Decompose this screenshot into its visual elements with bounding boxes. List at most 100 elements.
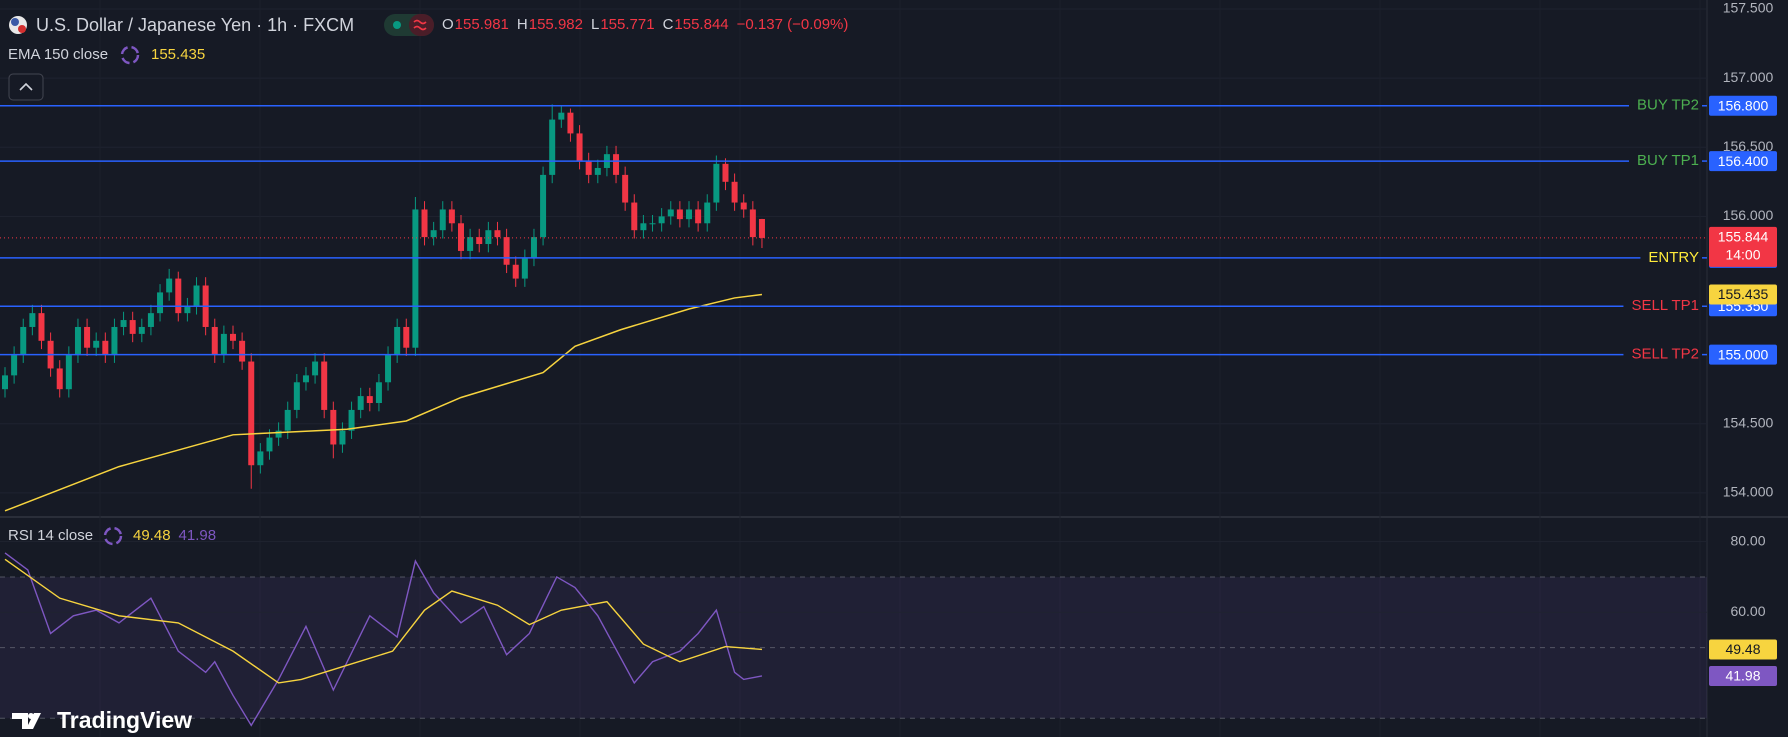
candle-body [20, 326, 27, 355]
candle-body [157, 292, 164, 314]
candle-body [366, 396, 373, 404]
candle-body [749, 209, 756, 238]
y-tick-label: 157.500 [1723, 0, 1774, 16]
candle-body [731, 181, 738, 203]
y-tick-label: 157.000 [1723, 69, 1774, 85]
candle-body [239, 340, 246, 362]
current-price-box [1709, 226, 1777, 267]
watermark: TradingView [57, 707, 192, 733]
candle-body [585, 161, 592, 175]
candle-body [29, 313, 36, 327]
candle-body [220, 333, 227, 355]
candle-body [321, 361, 328, 410]
candle-body [84, 326, 91, 348]
candle-body [74, 326, 81, 355]
level-label: BUY TP1 [1637, 152, 1699, 169]
candle-body [549, 119, 556, 175]
rsi-value-label: 49.48 [1725, 641, 1760, 657]
candle-body [713, 163, 720, 203]
level-price-box [1709, 95, 1777, 116]
candle-body [430, 230, 437, 238]
candle-body [339, 430, 346, 445]
indicator-icon [120, 45, 140, 65]
candle-body [284, 409, 291, 431]
level-label: SELL TP2 [1631, 346, 1699, 363]
countdown-label: 14:00 [1725, 247, 1760, 263]
level-price-box [1709, 151, 1777, 172]
candle-body [576, 133, 583, 162]
candle-body [485, 230, 492, 245]
candle-body [722, 163, 729, 182]
rsi-line [4, 552, 763, 727]
level-label: BUY TP2 [1637, 97, 1699, 114]
candle-body [704, 202, 711, 224]
rsi-title: RSI 14 close [8, 527, 93, 544]
candle-body [421, 209, 428, 238]
candle-body [184, 306, 191, 314]
candle-body [248, 361, 255, 466]
ohlc-letter: H [517, 16, 528, 33]
status-dot [393, 21, 401, 29]
candle-body [649, 223, 656, 225]
candle-body [695, 209, 702, 224]
candle-body [11, 354, 18, 376]
candle-body [330, 409, 337, 445]
candle-body [385, 354, 392, 383]
candle-body [412, 209, 419, 348]
candle-body [120, 320, 127, 327]
level-price-label: 155.000 [1718, 346, 1769, 362]
ohlc-value: 155.771 [600, 16, 654, 33]
candle-body [2, 375, 8, 390]
candle-body [38, 313, 45, 341]
candle-body [448, 209, 455, 224]
candle-body [230, 333, 236, 341]
candle-body [357, 396, 364, 410]
level-label: ENTRY [1648, 249, 1699, 266]
candle-body [275, 430, 282, 438]
candle-body [439, 209, 446, 231]
candle-body [147, 313, 154, 327]
candle-body [613, 154, 620, 175]
candle-body [503, 237, 510, 265]
level-price-label: 156.400 [1718, 153, 1769, 169]
candle-body [102, 340, 109, 355]
logo-dot [28, 713, 34, 719]
rsi-value-label: 41.98 [1725, 668, 1760, 684]
level-price-box [1709, 344, 1777, 365]
current-price-label: 155.844 [1718, 229, 1769, 245]
ohlc-value: 155.981 [455, 16, 509, 33]
candle-body [166, 278, 173, 293]
collapse-button[interactable] [8, 73, 44, 101]
candle-body [631, 202, 638, 231]
candle-body [758, 218, 765, 238]
y-tick-label: 156.000 [1723, 207, 1774, 223]
candle-body [567, 112, 574, 134]
symbol-flag-canton [11, 18, 19, 26]
candle-body [640, 223, 647, 231]
candle-body [594, 167, 601, 175]
y-tick-label: 154.500 [1723, 414, 1774, 430]
ema-line [4, 293, 763, 512]
candle-body [667, 209, 674, 217]
candle-body [302, 375, 309, 383]
candle-body [175, 278, 182, 314]
ohlc-letter: L [591, 16, 599, 33]
candle-body [293, 382, 300, 410]
ema-price-box [1709, 284, 1777, 305]
collapse-icon[interactable] [19, 82, 33, 91]
ohlc-letter: C [663, 16, 674, 33]
candle-body [403, 326, 410, 348]
ohlc-letter: O [442, 16, 454, 33]
candle-body [530, 237, 537, 258]
candle-body [512, 264, 519, 279]
candle-body [558, 112, 565, 120]
status-icon [413, 19, 427, 31]
candle-body [138, 326, 145, 334]
candle-body [494, 230, 501, 238]
candle-body [622, 174, 629, 203]
rsi-value-box [1709, 639, 1777, 660]
candle-body [686, 209, 692, 220]
status-badge-delayed [409, 14, 434, 36]
